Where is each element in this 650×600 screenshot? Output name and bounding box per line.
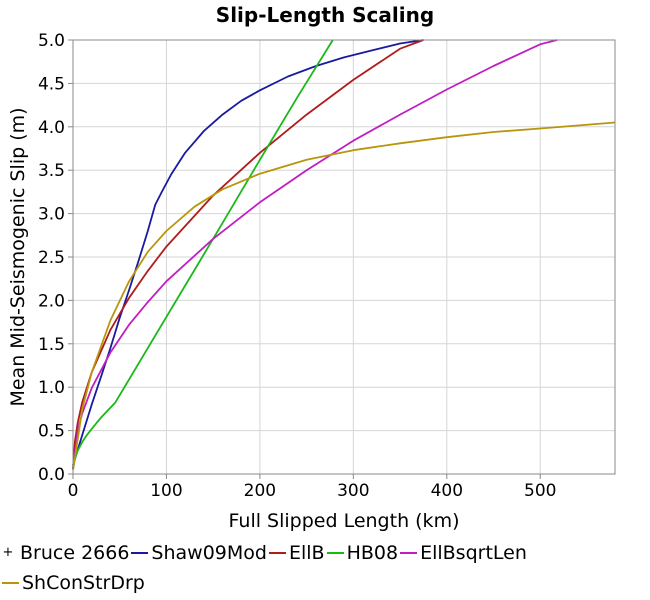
legend-item: ShConStrDrp [2,568,145,598]
y-tick-label: 4.0 [38,118,65,138]
legend: + Bruce 2666 Shaw09Mod EllB HB08 EllBsqrtLen S… [2,538,642,598]
y-tick-label: 1.0 [38,378,65,398]
x-tick-label: 200 [244,481,276,501]
series-group [72,39,616,470]
y-tick-label: 0.5 [38,422,65,442]
chart-svg: 0 100 200 300 400 500 0.0 0.5 1.0 1.5 2.0 2.5 3.0 3.5… [7,3,616,532]
series-line-shconstrdrp [72,121,616,470]
grid [72,39,615,475]
series-line-ellbsqrtlen [72,39,558,469]
legend-label: EllB [288,542,325,564]
legend-label: Shaw09Mod [151,542,267,564]
legend-swatch [131,552,149,554]
legend-swatch [268,552,286,554]
legend-swatch [2,582,19,584]
y-tick-label: 3.0 [38,205,65,225]
x-tick-label: 100 [150,481,182,501]
y-tick-label: 0.0 [38,465,65,485]
x-axis-label: Full Slipped Length (km) [229,510,460,532]
legend-marker: + [2,545,14,560]
series-line-hb08 [72,39,334,470]
x-tick-label: 400 [431,481,463,501]
legend-item: EllB [268,538,325,568]
x-tick-label: 0 [68,481,79,501]
legend-label: Bruce 2666 [20,542,130,564]
y-tick-label: 4.5 [38,74,65,94]
y-tick-label: 2.5 [38,248,65,268]
x-tick-label: 300 [337,481,369,501]
y-axis-label: Mean Mid-Seismogenic Slip (m) [7,107,29,406]
series-line-ellb [72,39,424,469]
legend-label: ShConStrDrp [22,572,145,594]
legend-item: Shaw09Mod [131,538,267,568]
legend-label: HB08 [346,542,399,564]
x-tick-label: 500 [524,481,556,501]
legend-swatch [400,552,418,554]
y-tick-label: 5.0 [38,31,65,51]
legend-label: EllBsqrtLen [420,542,527,564]
axes: 0 100 200 300 400 500 0.0 0.5 1.0 1.5 2.0 2.5 3.0 3.5… [38,31,557,501]
chart-title: Slip-Length Scaling [216,3,434,27]
legend-item: EllBsqrtLen [400,538,527,568]
legend-swatch [326,552,344,554]
y-tick-label: 3.5 [38,161,65,181]
legend-item: HB08 [326,538,399,568]
y-tick-label: 1.5 [38,335,65,355]
y-tick-label: 2.0 [38,291,65,311]
legend-item: + Bruce 2666 [2,538,130,568]
